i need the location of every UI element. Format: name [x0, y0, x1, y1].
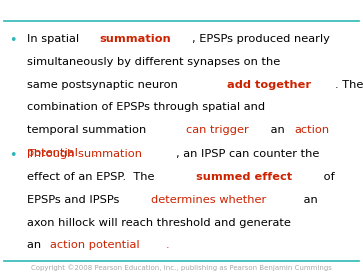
- Text: •: •: [9, 149, 17, 162]
- Text: same postsynaptic neuron: same postsynaptic neuron: [27, 80, 182, 90]
- Text: can trigger: can trigger: [186, 125, 249, 135]
- Text: EPSPs and IPSPs: EPSPs and IPSPs: [27, 195, 123, 205]
- Text: an: an: [27, 240, 45, 250]
- Text: determines whether: determines whether: [151, 195, 266, 205]
- Text: summation: summation: [99, 34, 171, 44]
- Text: , EPSPs produced nearly: , EPSPs produced nearly: [192, 34, 330, 44]
- Text: Through summation: Through summation: [27, 149, 142, 159]
- Text: an: an: [267, 125, 288, 135]
- Text: . The: . The: [335, 80, 363, 90]
- Text: , an IPSP can counter the: , an IPSP can counter the: [176, 149, 319, 159]
- Text: In spatial: In spatial: [27, 34, 83, 44]
- Text: summed effect: summed effect: [196, 172, 293, 182]
- Text: add together: add together: [227, 80, 311, 90]
- Text: combination of EPSPs through spatial and: combination of EPSPs through spatial and: [27, 102, 265, 112]
- Text: an: an: [300, 195, 318, 205]
- Text: temporal summation: temporal summation: [27, 125, 150, 135]
- Text: simultaneously by different synapses on the: simultaneously by different synapses on …: [27, 57, 281, 67]
- Text: of: of: [321, 172, 335, 182]
- Text: action potential: action potential: [50, 240, 140, 250]
- Text: Copyright ©2008 Pearson Education, Inc., publishing as Pearson Benjamin Cummings: Copyright ©2008 Pearson Education, Inc.,…: [31, 265, 332, 271]
- Text: effect of an EPSP.  The: effect of an EPSP. The: [27, 172, 158, 182]
- Text: potential: potential: [27, 148, 78, 158]
- Text: action: action: [294, 125, 330, 135]
- Text: axon hillock will reach threshold and generate: axon hillock will reach threshold and ge…: [27, 218, 291, 227]
- Text: •: •: [9, 34, 17, 47]
- Text: .: .: [93, 148, 97, 158]
- Text: .: .: [166, 240, 170, 250]
